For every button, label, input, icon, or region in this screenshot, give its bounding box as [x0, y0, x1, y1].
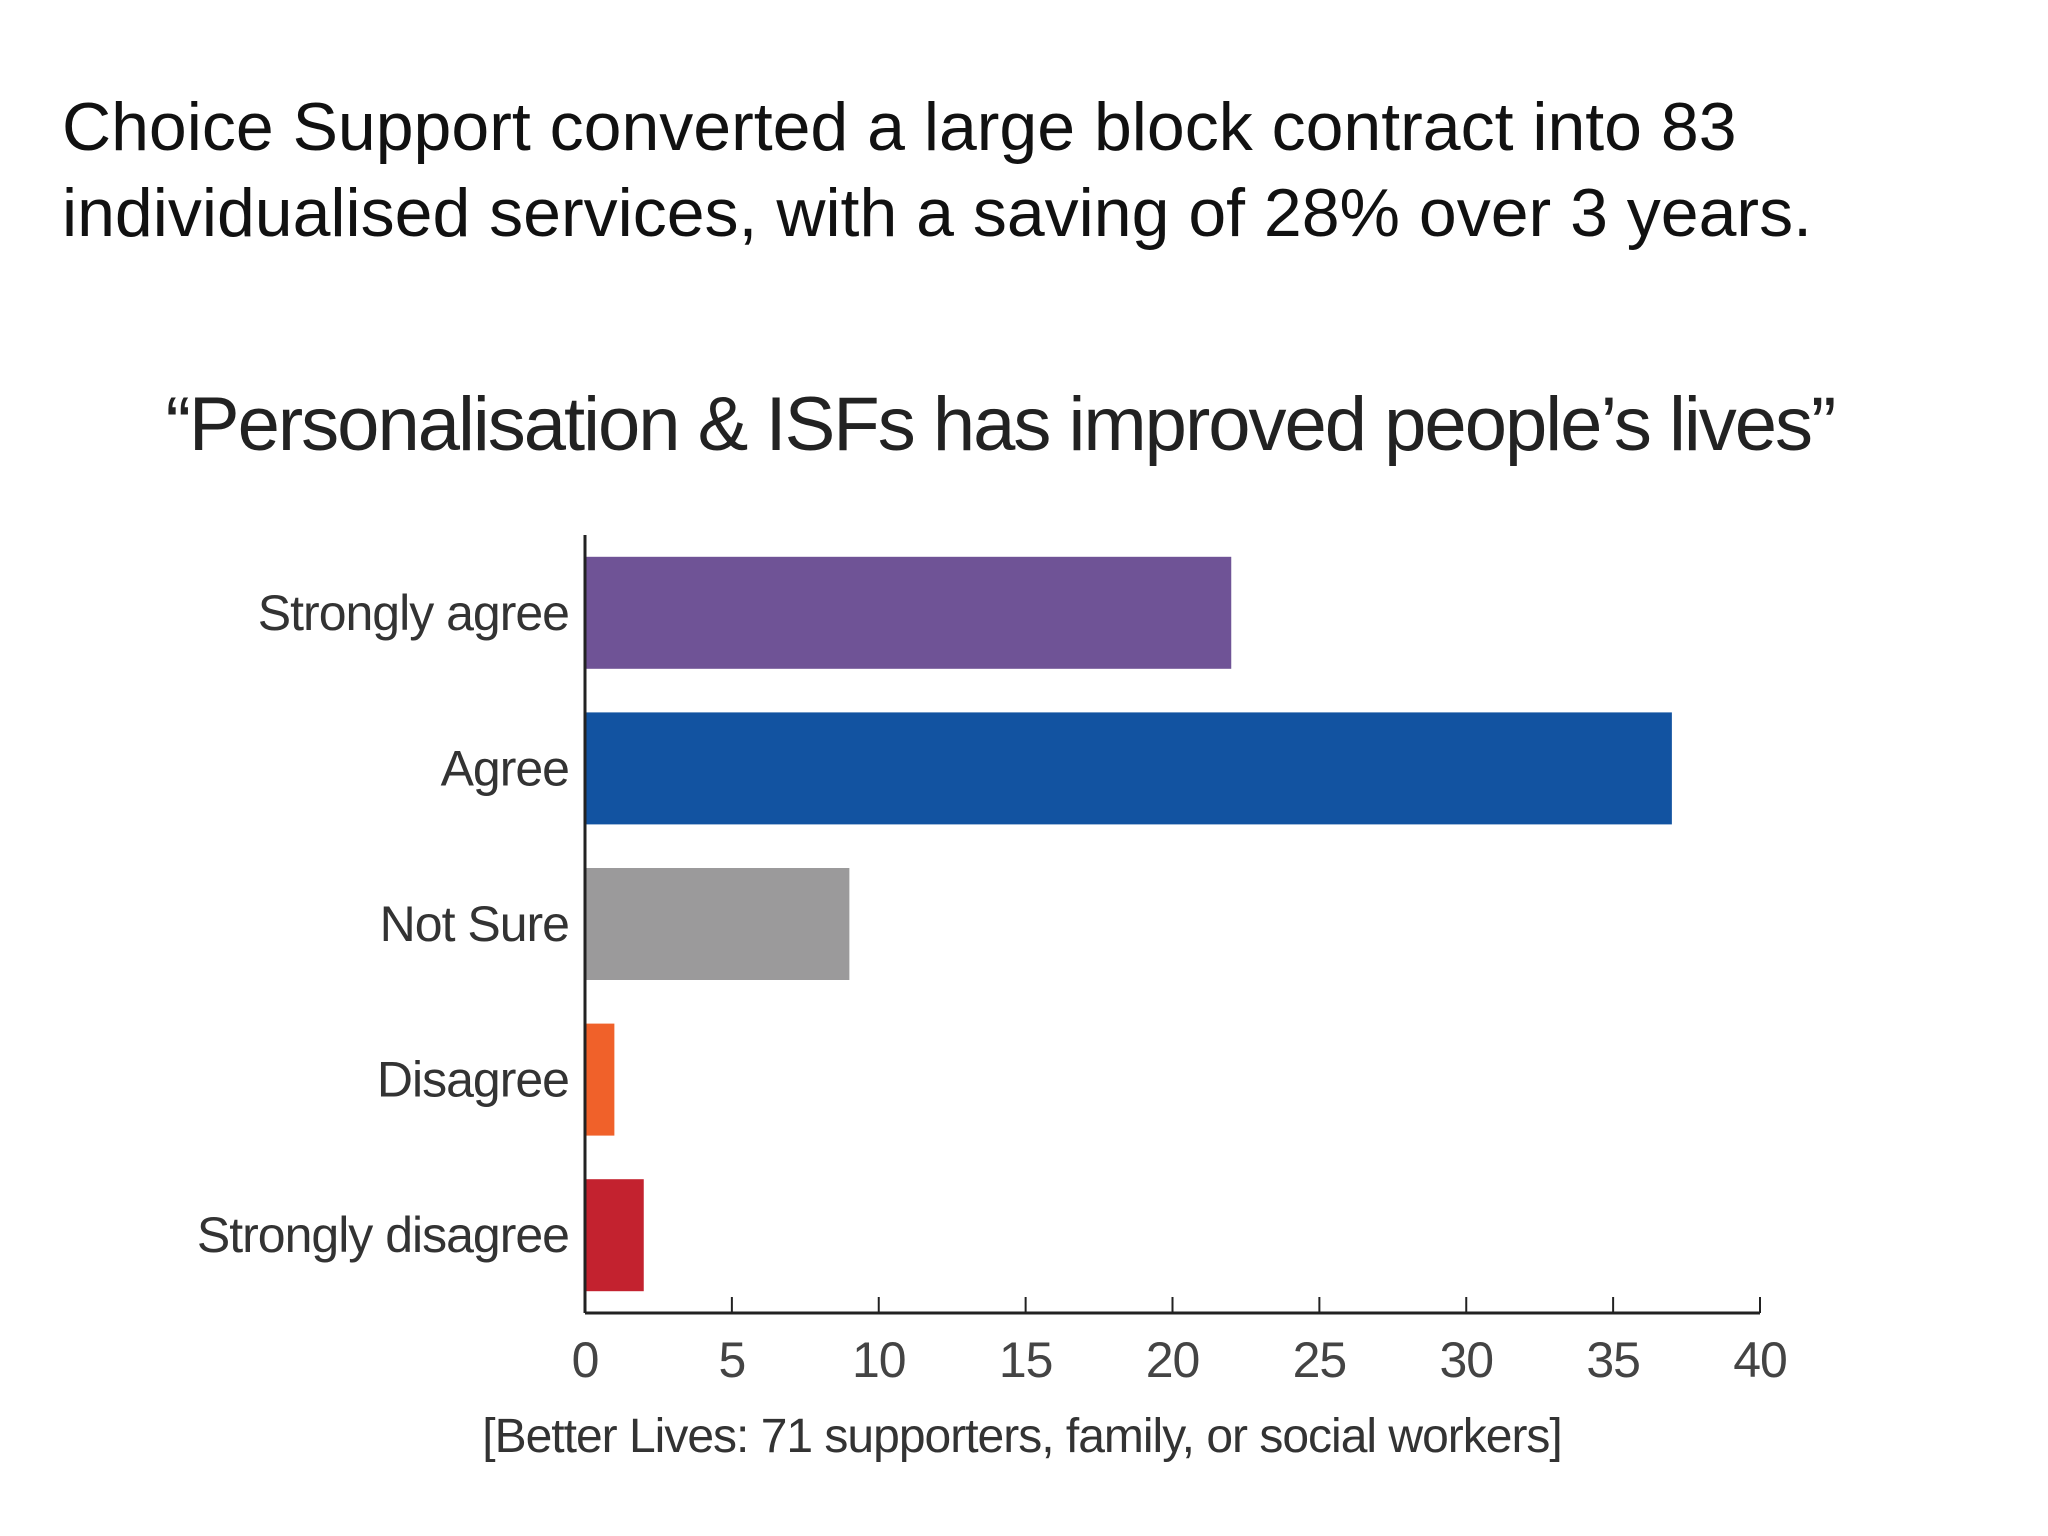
bar-agree	[585, 712, 1672, 825]
bar-not-sure	[585, 868, 850, 980]
category-label-agree: Agree	[441, 740, 569, 796]
x-tick-label-35: 35	[1586, 1332, 1640, 1388]
x-tick-label-40: 40	[1733, 1332, 1787, 1388]
x-tick-label-20: 20	[1146, 1332, 1200, 1388]
x-axis-title: [Better Lives: 71 supporters, family, or…	[482, 1410, 1562, 1463]
category-label-disagree: Disagree	[377, 1052, 569, 1108]
chart-title: “Personalisation & ISFs has improved peo…	[166, 382, 1835, 467]
x-tick-label-25: 25	[1293, 1332, 1347, 1388]
bar-strongly-agree	[585, 556, 1232, 669]
category-label-strongly-disagree: Strongly disagree	[197, 1207, 569, 1263]
bar-strongly-disagree	[585, 1179, 644, 1292]
x-tick-label-0: 0	[572, 1332, 599, 1388]
bar-disagree	[585, 1023, 615, 1136]
bars-layer	[585, 556, 1672, 1292]
x-tick-label-5: 5	[718, 1332, 745, 1388]
category-labels: Strongly agree Agree Not Sure Disagree Stron…	[197, 585, 570, 1263]
slide-title-line-1: Choice Support converted a large block c…	[62, 89, 1737, 165]
slide-title-line-2: individualised services, with a saving o…	[62, 175, 1812, 251]
x-tick-label-15: 15	[999, 1332, 1053, 1388]
axes: 0 5 10 15 20 25 30 35 40	[572, 535, 1788, 1388]
x-tick-label-30: 30	[1439, 1332, 1493, 1388]
category-label-not-sure: Not Sure	[380, 896, 569, 952]
x-tick-label-10: 10	[852, 1332, 906, 1388]
category-label-strongly-agree: Strongly agree	[258, 585, 569, 641]
slide-title: Choice Support converted a large block c…	[62, 84, 2022, 256]
